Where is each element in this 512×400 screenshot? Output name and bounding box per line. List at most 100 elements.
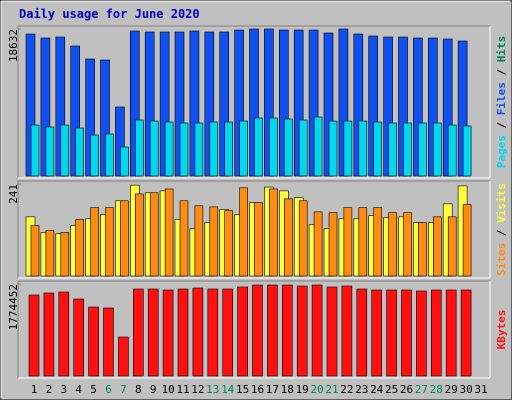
x-tick-label: 6 — [105, 383, 112, 396]
bar — [418, 122, 427, 177]
bar — [264, 28, 274, 177]
bar — [192, 287, 204, 377]
bar — [237, 286, 248, 377]
x-tick-label: 8 — [135, 383, 142, 396]
legend: Sites / Visits — [495, 183, 508, 276]
legend-separator: / — [495, 223, 508, 243]
bar — [239, 187, 248, 277]
x-tick-label: 7 — [120, 383, 127, 396]
bar — [249, 28, 259, 177]
bar — [100, 59, 110, 177]
bar — [30, 225, 40, 277]
bar — [269, 188, 278, 277]
x-tick-label: 23 — [355, 383, 368, 396]
bar — [278, 29, 289, 177]
bar — [373, 207, 383, 277]
bar — [343, 120, 353, 177]
legend-entry: Sites — [495, 243, 508, 276]
x-tick-label: 30 — [459, 383, 472, 396]
x-tick-label: 25 — [385, 383, 398, 396]
y-tick-label: 241 — [7, 184, 20, 204]
bar — [368, 35, 379, 177]
bar — [164, 121, 174, 177]
x-tick-label: 10 — [161, 383, 174, 396]
legend-separator: / — [495, 62, 508, 82]
bar — [204, 31, 215, 177]
bar — [120, 200, 129, 277]
bar — [338, 28, 349, 177]
bar — [328, 120, 338, 177]
bar — [283, 118, 293, 177]
bar — [311, 284, 323, 377]
bar — [239, 120, 248, 177]
bar — [293, 29, 304, 177]
bar — [135, 193, 144, 277]
bar — [427, 37, 438, 177]
bar — [416, 290, 427, 377]
bar — [209, 206, 219, 277]
bar — [179, 122, 189, 177]
bar — [115, 106, 125, 177]
bar — [313, 211, 323, 277]
bar — [373, 121, 383, 177]
bar — [418, 222, 427, 277]
x-tick-label: 2 — [46, 383, 53, 396]
chart-title: Daily usage for June 2020 — [19, 7, 200, 21]
x-tick-label: 26 — [400, 383, 413, 396]
x-tick-label: 22 — [340, 383, 353, 396]
bar — [40, 37, 51, 177]
bar — [298, 200, 308, 277]
bar — [371, 289, 383, 377]
bar — [358, 207, 368, 277]
bar — [460, 289, 472, 377]
bar — [313, 116, 323, 177]
x-tick-label: 27 — [415, 383, 428, 396]
legend-entry: Pages — [495, 135, 508, 168]
x-tick-label: 9 — [150, 383, 157, 396]
bar — [296, 285, 308, 377]
bar — [403, 212, 412, 277]
bar — [222, 288, 233, 377]
bar — [224, 210, 233, 277]
x-tick-label: 18 — [281, 383, 294, 396]
bar — [281, 284, 293, 377]
y-tick-label: 18632 — [7, 29, 20, 62]
bar — [75, 127, 84, 177]
bar — [388, 212, 397, 277]
x-tick-label: 4 — [75, 383, 82, 396]
bar — [103, 307, 114, 377]
bar — [326, 286, 338, 377]
bar — [105, 207, 114, 277]
bar — [28, 294, 40, 377]
bar — [328, 212, 338, 277]
bar — [447, 216, 457, 277]
bar — [174, 31, 185, 177]
bar — [430, 289, 442, 377]
bar — [45, 230, 55, 277]
bar — [75, 219, 84, 277]
x-tick-label: 20 — [310, 383, 323, 396]
bar — [432, 122, 442, 177]
bar — [457, 40, 468, 177]
bar — [254, 202, 263, 277]
bar — [388, 122, 397, 177]
bar — [159, 31, 170, 177]
bar — [403, 122, 412, 177]
bar — [179, 200, 189, 277]
legend-entry: Files — [495, 82, 508, 115]
legend-entry: KBytes — [495, 310, 508, 350]
x-tick-label: 21 — [325, 383, 338, 396]
bar — [162, 289, 174, 377]
bar — [164, 188, 174, 277]
bar — [147, 288, 159, 377]
bar — [194, 205, 204, 277]
x-tick-label: 13 — [206, 383, 219, 396]
x-tick-label: 14 — [221, 383, 235, 396]
bar — [207, 288, 219, 377]
bar — [413, 37, 423, 177]
x-tick-label: 19 — [296, 383, 309, 396]
bar — [398, 36, 408, 177]
bar — [308, 29, 319, 177]
legend: Pages / Files / Hits — [495, 36, 508, 169]
x-tick-label: 12 — [191, 383, 204, 396]
